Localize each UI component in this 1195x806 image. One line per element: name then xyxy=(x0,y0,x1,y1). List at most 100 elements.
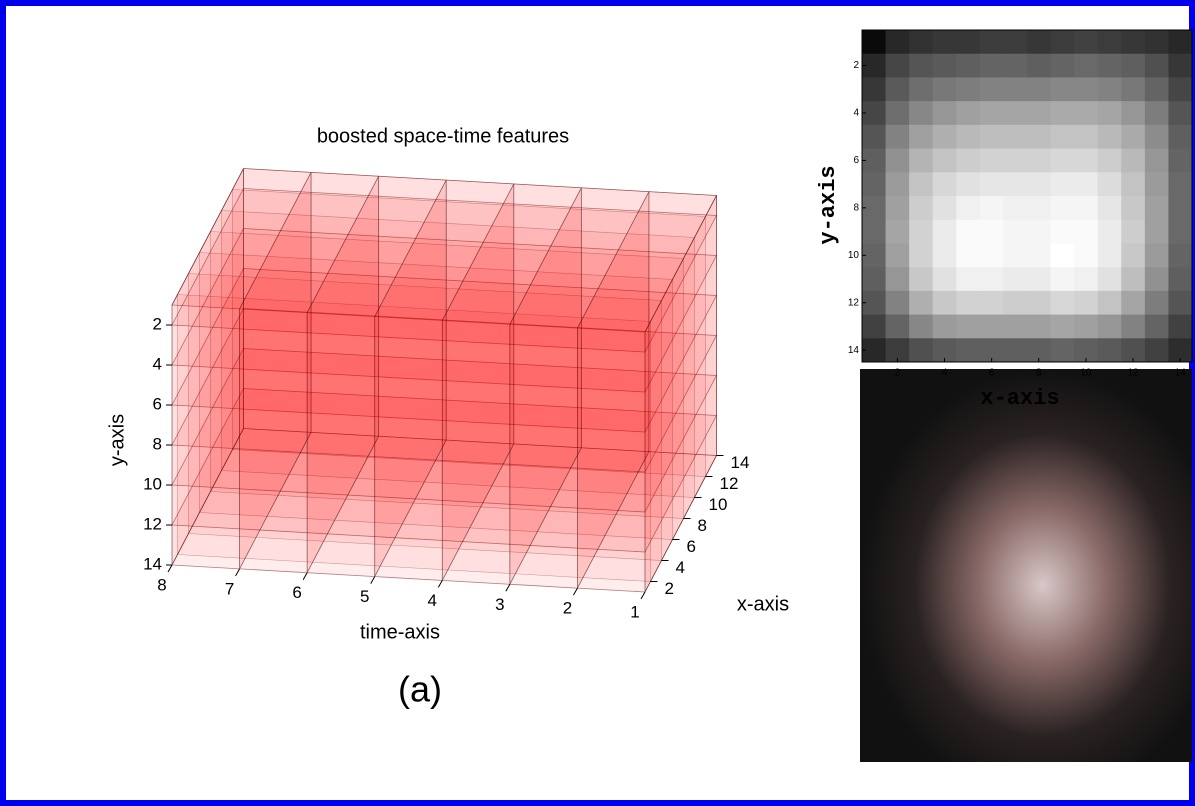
cell xyxy=(909,148,934,173)
cell xyxy=(1097,172,1122,197)
cell xyxy=(862,77,887,102)
z-tick-label: 10 xyxy=(709,495,728,514)
cell xyxy=(1168,101,1193,126)
cell xyxy=(1003,172,1028,197)
cell xyxy=(1144,338,1169,363)
x-tick-label: 7 xyxy=(225,579,234,598)
cell xyxy=(979,148,1004,173)
cell xyxy=(979,53,1004,78)
cell xyxy=(862,101,887,126)
cell xyxy=(1003,148,1028,173)
x-tick-label: 10 xyxy=(1080,368,1092,379)
cell xyxy=(1121,196,1146,221)
cell xyxy=(979,77,1004,102)
cell xyxy=(1050,338,1075,363)
cell xyxy=(1074,196,1099,221)
x-tick xyxy=(437,580,443,588)
cell xyxy=(1074,314,1099,339)
cell xyxy=(862,172,887,197)
cell xyxy=(1144,172,1169,197)
cell xyxy=(932,290,957,316)
cell xyxy=(909,30,934,55)
cell xyxy=(1027,172,1052,197)
cell xyxy=(1003,30,1028,55)
cell xyxy=(956,53,981,78)
cell xyxy=(956,101,981,126)
x-tick-label: 5 xyxy=(360,587,369,606)
cell xyxy=(1050,124,1075,150)
cell xyxy=(1168,314,1193,339)
cell xyxy=(979,290,1004,316)
cell xyxy=(1050,243,1075,268)
x-tick-label: 3 xyxy=(495,595,504,614)
cell xyxy=(909,314,934,339)
cell xyxy=(909,77,934,102)
z-tick-label: 6 xyxy=(687,537,696,556)
cell xyxy=(885,53,910,78)
cell xyxy=(1121,148,1146,173)
cell xyxy=(1097,124,1122,150)
cell xyxy=(956,196,981,221)
cell xyxy=(862,30,887,55)
cell xyxy=(885,219,910,244)
cell xyxy=(1027,219,1052,244)
cell xyxy=(1144,314,1169,339)
cell xyxy=(956,77,981,102)
cell xyxy=(1050,290,1075,316)
cell xyxy=(885,77,910,102)
cell xyxy=(1003,338,1028,363)
slice xyxy=(441,183,515,581)
cell xyxy=(1097,77,1122,102)
cell xyxy=(1074,148,1099,173)
cell xyxy=(862,53,887,78)
cell xyxy=(909,290,934,316)
x-tick xyxy=(572,587,578,596)
y-axis-label: y-axis xyxy=(106,414,128,466)
cell xyxy=(1144,124,1169,150)
cell xyxy=(1003,267,1028,292)
cell xyxy=(1121,243,1146,268)
cell xyxy=(1027,196,1052,221)
cell xyxy=(909,172,934,197)
y-tick-label: 6 xyxy=(853,155,859,166)
cell xyxy=(1144,77,1169,102)
y-tick-label: 8 xyxy=(153,434,162,453)
caption: (a) xyxy=(398,669,442,710)
x-tick-label: 8 xyxy=(1036,368,1042,379)
y-tick-label: 4 xyxy=(853,108,859,119)
heatmap: x-axis y-axis 2 4 6 8 10 12 14 2 4 6 8 10 12 14 xyxy=(816,29,1193,411)
cell xyxy=(1144,267,1169,292)
x-tick xyxy=(167,564,173,573)
x-axis-label: x-axis xyxy=(980,386,1059,411)
cell xyxy=(1074,101,1099,126)
y-tick-label: 12 xyxy=(143,514,162,533)
cell xyxy=(1050,77,1075,102)
cell xyxy=(862,267,887,292)
cell xyxy=(956,314,981,339)
cell xyxy=(862,243,887,268)
cell xyxy=(1027,148,1052,173)
cell xyxy=(1003,124,1028,150)
cell xyxy=(1003,77,1028,102)
cell xyxy=(1097,267,1122,292)
cell xyxy=(885,30,910,55)
y-tick-label: 14 xyxy=(143,554,162,573)
cell xyxy=(956,290,981,316)
y-tick-label: 10 xyxy=(143,474,162,493)
cell xyxy=(1097,30,1122,55)
cell xyxy=(909,53,934,78)
cell xyxy=(1003,219,1028,244)
cell xyxy=(932,196,957,221)
cell xyxy=(1144,101,1169,126)
cell xyxy=(1027,30,1052,55)
cell xyxy=(862,196,887,221)
cell xyxy=(1074,219,1099,244)
x-axis-label: time-axis xyxy=(360,621,440,643)
cell xyxy=(932,172,957,197)
cell xyxy=(1050,196,1075,221)
cell xyxy=(1168,267,1193,292)
x-tick xyxy=(370,576,376,584)
cell xyxy=(1168,243,1193,268)
cell xyxy=(1003,314,1028,339)
cell xyxy=(862,290,887,316)
